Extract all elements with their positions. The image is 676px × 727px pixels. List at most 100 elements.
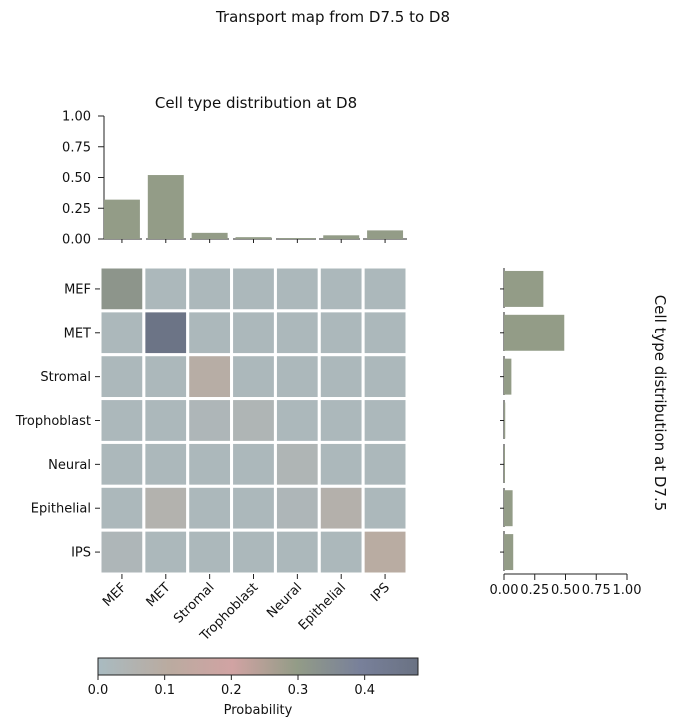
top-bar xyxy=(235,237,272,239)
heatmap-cell xyxy=(317,353,365,401)
colorbar-tick-label: 0.0 xyxy=(88,683,109,698)
y-tick-label: Stromal xyxy=(40,370,91,385)
heatmap-cell xyxy=(273,440,321,488)
heatmap: MEFMEFMETMETStromalStromalTrophoblastTro… xyxy=(15,265,409,645)
x-tick-label: IPS xyxy=(368,580,393,605)
colorbar: Probability 0.0 0.1 0.2 0.3 0.4 xyxy=(88,657,419,718)
colorbar-tick-label: 0.4 xyxy=(354,683,375,698)
top-bar xyxy=(147,175,184,239)
right-x-tick-label: 0.25 xyxy=(520,583,549,598)
heatmap-cell xyxy=(317,440,365,488)
heatmap-cell xyxy=(230,309,277,357)
heatmap-cell xyxy=(273,484,321,532)
heatmap-cell xyxy=(230,397,277,444)
heatmap-cell xyxy=(186,309,234,357)
heatmap-cell xyxy=(230,440,277,488)
top-marginal-title: Cell type distribution at D8 xyxy=(155,94,357,112)
right-bar xyxy=(504,314,565,351)
heatmap-cell xyxy=(317,397,365,444)
heatmap-cell xyxy=(142,353,190,401)
right-bar xyxy=(504,490,513,527)
heatmap-cell xyxy=(142,309,190,357)
heatmap-cell xyxy=(98,265,146,313)
top-marginal-panel: Cell type distribution at D8 0.00 0.25 0.5… xyxy=(62,94,407,248)
heatmap-cell xyxy=(186,353,234,401)
y-tick-label: MEF xyxy=(64,282,91,297)
top-y-tick-label: 0.75 xyxy=(62,140,91,155)
top-y-tick-label: 0.00 xyxy=(62,233,91,248)
x-tick-label: Neural xyxy=(264,580,305,621)
x-tick-label: Epithelial xyxy=(296,580,349,633)
top-bar xyxy=(191,232,228,239)
heatmap-cell xyxy=(230,353,277,401)
colorbar-tick-label: 0.2 xyxy=(221,683,242,698)
heatmap-cell xyxy=(142,397,190,444)
top-bar xyxy=(103,199,140,239)
heatmap-cell xyxy=(142,265,190,313)
heatmap-cell xyxy=(273,265,321,313)
top-y-tick-label: 0.50 xyxy=(62,171,91,186)
right-bar xyxy=(504,534,514,571)
heatmap-cell xyxy=(186,528,234,576)
heatmap-cell xyxy=(186,265,234,313)
heatmap-cell xyxy=(317,528,365,576)
right-x-tick-label: 0.75 xyxy=(582,583,611,598)
heatmap-cell xyxy=(186,440,234,488)
heatmap-cell xyxy=(142,528,190,576)
y-tick-label: MET xyxy=(64,326,91,341)
heatmap-cell xyxy=(361,440,409,488)
heatmap-cell xyxy=(98,528,146,576)
heatmap-cell xyxy=(317,309,365,357)
right-x-tick-label: 0.00 xyxy=(490,583,519,598)
heatmap-cell xyxy=(273,397,321,444)
heatmap-cell xyxy=(186,484,234,532)
heatmap-cell xyxy=(186,397,234,444)
right-marginal-title: Cell type distribution at D7.5 xyxy=(651,295,669,512)
heatmap-cell xyxy=(273,309,321,357)
right-bar xyxy=(504,446,505,483)
colorbar-tick-label: 0.1 xyxy=(154,683,175,698)
x-tick-label: MET xyxy=(144,580,174,610)
heatmap-cell xyxy=(230,484,277,532)
heatmap-cell xyxy=(361,528,409,576)
colorbar-label: Probability xyxy=(224,703,293,718)
right-marginal-panel: 0.00 0.25 0.50 0.75 1.00 xyxy=(490,268,642,598)
top-y-tick-label: 0.25 xyxy=(62,202,91,217)
top-y-tick-label: 1.00 xyxy=(62,110,91,125)
heatmap-cell xyxy=(98,309,146,357)
figure-title: Transport map from D7.5 to D8 xyxy=(215,8,450,26)
top-bar xyxy=(367,230,404,239)
heatmap-cell xyxy=(273,528,321,576)
y-tick-label: Epithelial xyxy=(31,502,91,517)
colorbar-tick-label: 0.3 xyxy=(288,683,309,698)
heatmap-cell xyxy=(98,353,146,401)
y-tick-label: Neural xyxy=(48,458,91,473)
right-bar xyxy=(504,358,512,395)
y-tick-label: IPS xyxy=(71,546,91,561)
heatmap-cell xyxy=(98,440,146,488)
colorbar-gradient xyxy=(97,657,419,676)
heatmap-cell xyxy=(317,265,365,313)
heatmap-cell xyxy=(230,528,277,576)
x-tick-label: MEF xyxy=(100,580,130,610)
heatmap-cell xyxy=(273,353,321,401)
heatmap-cell xyxy=(361,309,409,357)
heatmap-cell xyxy=(142,484,190,532)
right-x-tick-label: 0.50 xyxy=(551,583,580,598)
top-bar xyxy=(279,238,316,239)
heatmap-cell xyxy=(98,484,146,532)
right-bar xyxy=(504,270,544,307)
y-tick-label: Trophoblast xyxy=(15,414,91,429)
right-bar xyxy=(504,402,506,439)
right-x-tick-label: 1.00 xyxy=(613,583,642,598)
heatmap-cell xyxy=(317,484,365,532)
heatmap-cell xyxy=(98,397,146,444)
heatmap-cell xyxy=(361,353,409,401)
heatmap-cell xyxy=(361,265,409,313)
heatmap-cell xyxy=(230,265,277,313)
heatmap-cell xyxy=(361,484,409,532)
heatmap-cell xyxy=(142,440,190,488)
top-bar xyxy=(323,235,360,239)
heatmap-cell xyxy=(361,397,409,444)
